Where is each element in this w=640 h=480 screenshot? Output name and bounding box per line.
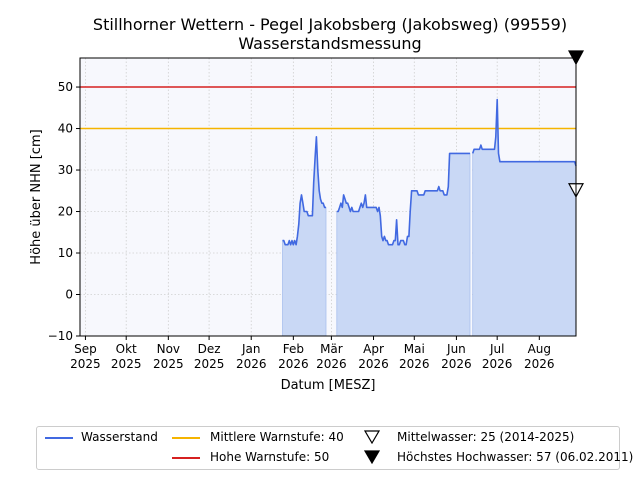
legend-line-mittlere-warnstufe [172,437,200,439]
x-tick-month-label: Nov [157,342,180,356]
y-tick-label: 40 [58,122,73,136]
x-tick-month-label: Apr [363,342,384,356]
x-tick-year-label: 2026 [236,357,267,371]
x-tick-month-label: Feb [283,342,304,356]
chart-subtitle: Wasserstandsmessung [238,34,421,53]
y-tick-label: 10 [58,246,73,260]
x-tick-year-label: 2026 [482,357,513,371]
x-tick-year-label: 2025 [194,357,225,371]
y-tick-label: 0 [65,288,73,302]
legend-line-hohe-warnstufe [172,457,200,459]
y-axis: −10 0 10 20 30 40 50 [48,80,80,343]
x-axis-label: Datum [MESZ] [281,378,376,393]
x-tick-year-label: 2026 [358,357,389,371]
y-axis-label: Höhe über NHN [cm] [29,129,44,264]
x-tick-month-label: Jun [446,342,466,356]
y-tick-label: 50 [58,80,73,94]
x-tick-year-label: 2026 [399,357,430,371]
plot-frame [79,57,577,337]
x-tick-month-label: Mär [320,342,343,356]
x-tick-year-label: 2025 [111,357,142,371]
legend-label-hoechstes-hochwasser: Höchstes Hochwasser: 57 (06.02.2011) [397,450,634,464]
x-tick-year-label: 2026 [316,357,347,371]
y-tick-label: 20 [58,205,73,219]
x-tick-month-label: Dez [198,342,221,356]
legend-label-wasserstand: Wasserstand [81,430,158,444]
x-tick-year-label: 2025 [153,357,184,371]
x-tick-year-label: 2025 [70,357,101,371]
x-tick-month-label: Jul [489,342,504,356]
area-fill [282,99,577,337]
series-line-segment [282,136,326,246]
reference-lines [80,86,576,130]
x-tick-month-label: Aug [528,342,551,356]
x-tick-year-label: 2026 [278,357,309,371]
series-line-segment [336,152,470,246]
legend-label-mittelwasser: Mittelwasser: 25 (2014-2025) [397,430,575,444]
filled-triangle-down-icon [364,450,380,464]
y-tick-label: 30 [58,163,73,177]
y-tick-label: −10 [48,329,73,343]
x-tick-month-label: Okt [116,342,137,356]
x-tick-year-label: 2026 [524,357,555,371]
x-tick-month-label: Jan [241,342,261,356]
x-axis: Sep2025Okt2025Nov2025Dez2025Jan2026Feb20… [70,336,555,371]
x-tick-month-label: Mai [404,342,425,356]
x-tick-month-label: Sep [74,342,97,356]
x-tick-year-label: 2026 [441,357,472,371]
series-line-segment [471,98,577,167]
chart-title: Stillhorner Wettern - Pegel Jakobsberg (… [93,15,567,34]
series-lines [282,98,577,246]
legend: Wasserstand Mittlere Warnstufe: 40 Hohe … [36,426,633,470]
legend-label-hohe-warnstufe: Hohe Warnstufe: 50 [210,450,330,464]
open-triangle-down-icon [364,430,380,444]
legend-line-wasserstand [45,437,73,439]
legend-label-mittlere-warnstufe: Mittlere Warnstufe: 40 [210,430,344,444]
